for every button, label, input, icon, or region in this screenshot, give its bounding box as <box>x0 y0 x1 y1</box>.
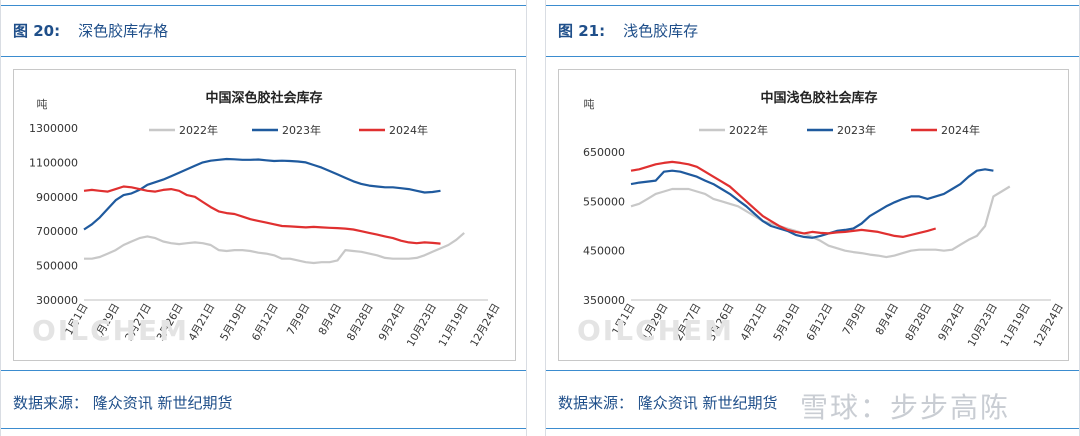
x-tick-label: 11月19日 <box>999 302 1033 349</box>
chart-title: 中国浅色胶社会库存 <box>760 90 877 106</box>
source-top-rule <box>1 370 526 371</box>
x-tick-label: 7月9日 <box>285 302 313 338</box>
x-tick-label: 8月4日 <box>874 302 902 338</box>
legend-label: 2024年 <box>389 123 428 137</box>
x-tick-label: 6月12日 <box>804 302 835 344</box>
figure-number: 图 21: <box>558 22 606 40</box>
y-tick-label: 350000 <box>583 294 625 307</box>
source-bottom-rule <box>1 428 526 429</box>
y-tick-label: 450000 <box>583 245 625 258</box>
y-tick-label: 300000 <box>36 294 78 307</box>
figure-title: 深色胶库存格 <box>78 22 169 40</box>
y-tick-label: 650000 <box>583 146 625 159</box>
chart-frame: 中国浅色胶社会库存吨 2022年 2023年 2024年 350000 450000 550… <box>558 69 1069 361</box>
caption-bottom-rule <box>1 56 526 57</box>
chart-title: 中国深色胶社会库存 <box>205 90 322 106</box>
x-tick-label: 9月24日 <box>377 302 408 344</box>
y-tick-label: 900000 <box>36 191 78 204</box>
chart-frame: 中国深色胶社会库存吨 2022年 2023年 2024年 300000 500000 700… <box>13 69 516 361</box>
source-top-rule <box>546 370 1079 371</box>
y-tick-label: 1300000 <box>29 122 78 135</box>
y-axis-label: 吨 <box>584 98 595 111</box>
legend-label: 2023年 <box>282 123 321 137</box>
data-source: 数据来源： 隆众资讯 新世纪期货 <box>13 394 233 412</box>
source-bottom-rule <box>546 428 1079 429</box>
watermark-text: 雪球：步步高陈 <box>800 391 1011 424</box>
legend-label: 2022年 <box>179 123 218 137</box>
caption-top-rule <box>546 5 1079 6</box>
x-tick-label: 7月9日 <box>841 302 869 338</box>
x-tick-label: 12月24日 <box>468 302 502 349</box>
x-tick-label: 4月21日 <box>186 302 217 344</box>
series-line-2022年 <box>84 232 465 265</box>
caption-top-rule <box>1 5 526 6</box>
legend-label: 2022年 <box>729 123 768 137</box>
figure-caption: 图 20: 深色胶库存格 <box>13 20 168 41</box>
y-tick-label: 500000 <box>36 260 78 273</box>
x-tick-label: 10月23日 <box>405 302 439 349</box>
series-line-2024年 <box>630 160 937 238</box>
figure-number: 图 20: <box>13 22 61 40</box>
x-tick-label: 11月19日 <box>437 302 471 349</box>
x-tick-label: 10月23日 <box>966 302 1000 349</box>
x-tick-label: 6月12日 <box>250 302 281 344</box>
figure-panel-right: 图 21: 浅色胶库存 中国浅色胶社会库存吨 2022年 2023年 2024年 3500… <box>545 0 1080 436</box>
x-tick-label: 8月28日 <box>345 302 376 344</box>
series-line-2023年 <box>83 157 441 231</box>
x-tick-label: 8月4日 <box>317 302 345 338</box>
series-line-2024年 <box>83 185 441 245</box>
y-tick-label: 700000 <box>36 225 78 238</box>
figure-panel-left: 图 20: 深色胶库存格 中国深色胶社会库存吨 2022年 2023年 2024年 300… <box>0 0 527 436</box>
oilchem-logo-watermark: OILCHEM <box>577 314 734 347</box>
data-source: 数据来源： 隆众资讯 新世纪期货 <box>558 394 778 412</box>
x-tick-label: 5月19日 <box>771 302 802 344</box>
caption-bottom-rule <box>546 56 1079 57</box>
legend-label: 2024年 <box>941 123 980 137</box>
x-tick-label: 4月21日 <box>738 302 769 344</box>
y-axis-label: 吨 <box>37 98 48 111</box>
y-tick-label: 1100000 <box>29 156 78 169</box>
figure-title: 浅色胶库存 <box>623 22 699 40</box>
x-tick-label: 12月24日 <box>1032 302 1066 349</box>
series-line-2023年 <box>630 168 994 239</box>
x-tick-label: 8月28日 <box>903 302 934 344</box>
x-tick-label: 5月19日 <box>218 302 249 344</box>
legend-label: 2023年 <box>837 123 876 137</box>
oilchem-logo-watermark: OILCHEM <box>32 314 189 347</box>
series-line-2022年 <box>630 185 1011 259</box>
x-tick-label: 9月24日 <box>936 302 967 344</box>
y-tick-label: 550000 <box>583 195 625 208</box>
figure-caption: 图 21: 浅色胶库存 <box>558 20 698 41</box>
